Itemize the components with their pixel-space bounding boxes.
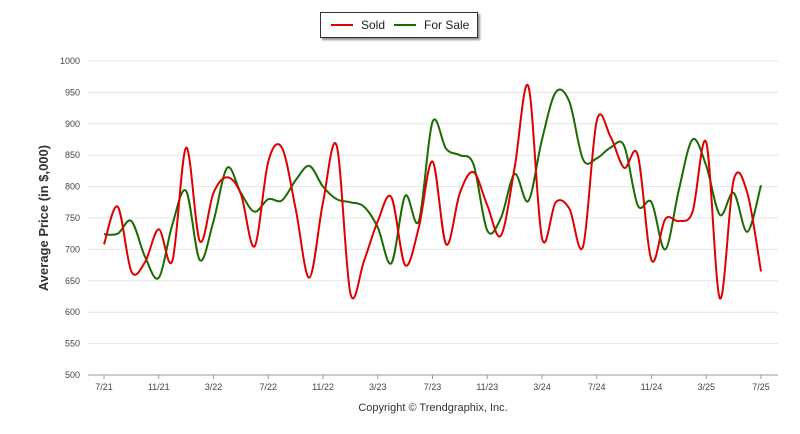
x-tick-label: 11/24 [641, 382, 663, 392]
legend-label-sold: Sold [361, 18, 386, 32]
x-tick-label: 7/21 [95, 382, 113, 392]
legend-item-sold[interactable]: Sold [331, 18, 385, 32]
y-tick-label: 550 [65, 339, 80, 349]
y-tick-label: 600 [65, 307, 80, 317]
y-tick-label: 500 [65, 370, 80, 380]
y-tick-label: 900 [65, 119, 80, 129]
y-tick-label: 750 [65, 213, 80, 223]
legend[interactable]: Sold For Sale [320, 12, 478, 38]
x-tick-label: 3/22 [205, 382, 223, 392]
y-tick-label: 850 [65, 150, 80, 160]
legend-swatch-sold [331, 24, 353, 26]
x-tick-label: 11/23 [476, 382, 498, 392]
x-tick-label: 7/24 [588, 382, 606, 392]
x-tick-label: 3/24 [533, 382, 551, 392]
x-tick-label: 7/23 [424, 382, 442, 392]
copyright-text: Copyright © Trendgraphix, Inc. [358, 402, 508, 414]
y-axis-ticks: 500 550 600 650 700 750 800 850 900 950 1000 [60, 56, 80, 380]
y-tick-label: 800 [65, 182, 80, 192]
legend-swatch-for-sale [394, 24, 416, 26]
y-tick-label: 700 [65, 244, 80, 254]
x-tick-label: 11/21 [148, 382, 170, 392]
series-line-for-sale [103, 88, 762, 280]
x-axis-ticks: 7/21 11/21 3/22 7/22 11/22 3/23 7/23 11/23 3/24 7… [95, 375, 770, 392]
legend-label-for-sale: For Sale [424, 18, 470, 32]
y-tick-label: 950 [65, 87, 80, 97]
y-tick-label: 650 [65, 276, 80, 286]
gridlines [88, 60, 778, 376]
series-lines [103, 83, 762, 300]
x-tick-label: 3/23 [369, 382, 387, 392]
y-tick-label: 1000 [60, 56, 80, 66]
x-tick-label: 3/25 [697, 382, 715, 392]
series-line-sold [103, 83, 762, 300]
x-tick-label: 7/22 [259, 382, 277, 392]
x-tick-label: 11/22 [312, 382, 334, 392]
y-axis-label: Average Price (in $,000) [36, 145, 51, 291]
legend-item-for-sale[interactable]: For Sale [394, 18, 469, 32]
x-tick-label: 7/25 [752, 382, 770, 392]
